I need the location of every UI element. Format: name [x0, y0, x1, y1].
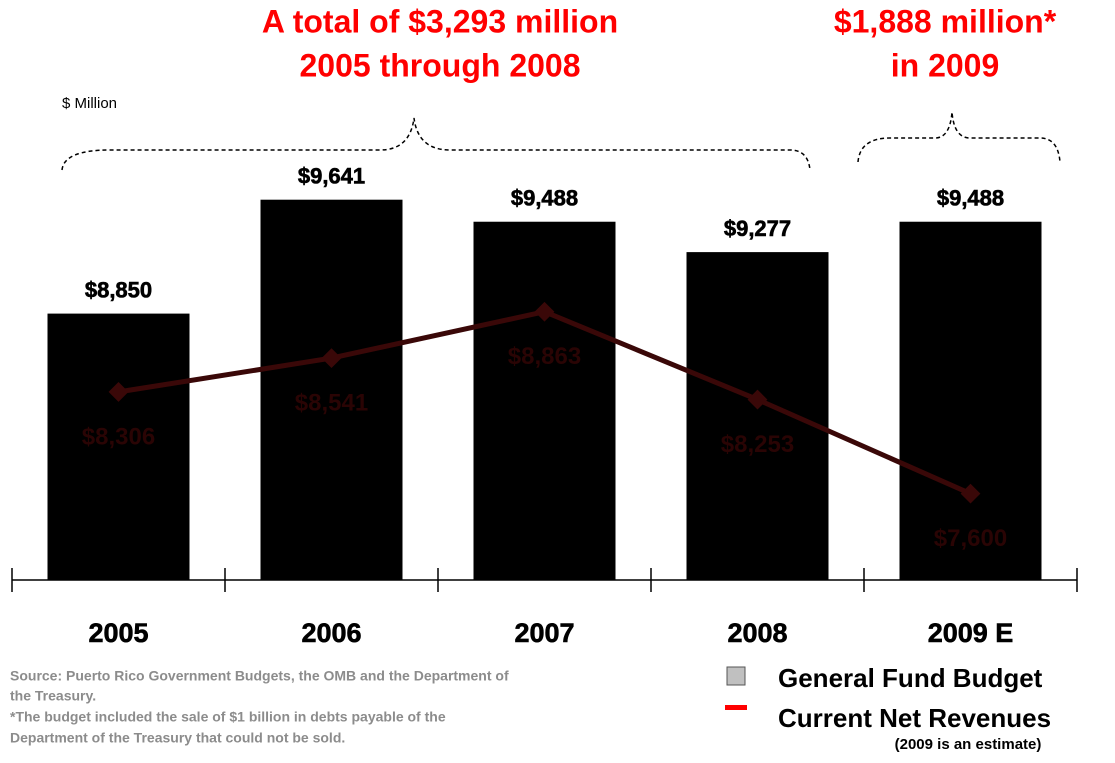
legend-label: General Fund Budget [778, 663, 1043, 693]
bar [473, 221, 616, 580]
x-tick-label: 2005 [88, 618, 148, 648]
line-value-label: $8,253 [721, 431, 794, 458]
bar [47, 313, 190, 580]
x-tick-label: 2007 [514, 618, 574, 648]
bar [899, 221, 1042, 580]
note: *The budget included the sale of $1 bill… [10, 709, 446, 725]
line-marker [747, 389, 768, 410]
brace [857, 111, 1061, 163]
legend-note: (2009 is an estimate) [895, 736, 1042, 753]
note: Source: Puerto Rico Government Budgets, … [10, 668, 509, 684]
bar-value-label: $9,641 [298, 164, 365, 189]
brace [61, 117, 811, 171]
x-tick-label: 2009 E [928, 618, 1014, 648]
line-marker [321, 348, 342, 368]
title-left: A total of $3,293 million [262, 3, 618, 39]
y-label: $ Million [62, 95, 117, 112]
bar-value-label: $9,488 [511, 186, 578, 211]
title-right: $1,888 million* [834, 3, 1057, 39]
bar [260, 199, 403, 581]
note: Department of the Treasury that could no… [10, 730, 345, 746]
line-value-label: $8,541 [295, 389, 368, 416]
legend-swatch [726, 666, 746, 686]
bar-value-label: $9,488 [937, 186, 1004, 211]
legend-label: Current Net Revenues [778, 703, 1051, 733]
x-tick-label: 2006 [301, 618, 361, 648]
line-value-label: $8,306 [82, 423, 155, 450]
line-marker [534, 301, 555, 322]
bar-value-label: $9,277 [724, 216, 791, 241]
note: the Treasury. [10, 688, 96, 704]
line-marker [960, 483, 981, 504]
line-value-label: $8,863 [508, 343, 581, 370]
bar [686, 252, 829, 580]
title-left: 2005 through 2008 [300, 47, 581, 83]
legend-swatch [725, 705, 747, 710]
line-value-label: $7,600 [934, 525, 1007, 552]
line-marker [108, 382, 129, 402]
bar-value-label: $8,850 [85, 277, 152, 302]
x-tick-label: 2008 [727, 618, 787, 648]
title-right: in 2009 [891, 47, 1000, 83]
